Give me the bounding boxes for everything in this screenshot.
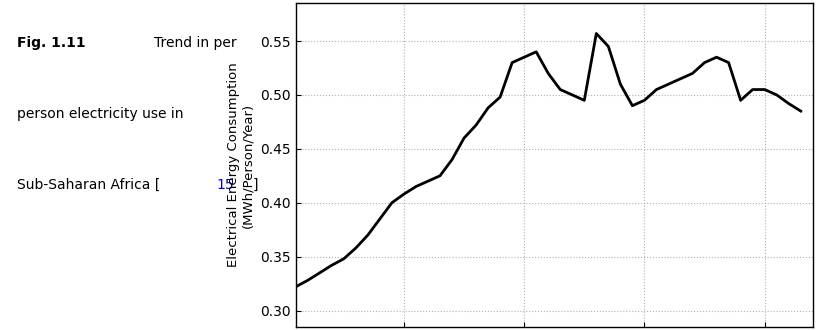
Text: Fig. 1.11: Fig. 1.11 xyxy=(16,36,85,50)
Y-axis label: Electrical Energy Consumption
(MWh/Person/Year): Electrical Energy Consumption (MWh/Perso… xyxy=(227,63,255,267)
Text: Trend in per: Trend in per xyxy=(154,36,236,50)
Text: Sub-Saharan Africa [: Sub-Saharan Africa [ xyxy=(16,178,160,192)
Text: person electricity use in: person electricity use in xyxy=(16,107,183,121)
Text: 15: 15 xyxy=(217,178,234,192)
Text: ]: ] xyxy=(253,178,259,192)
